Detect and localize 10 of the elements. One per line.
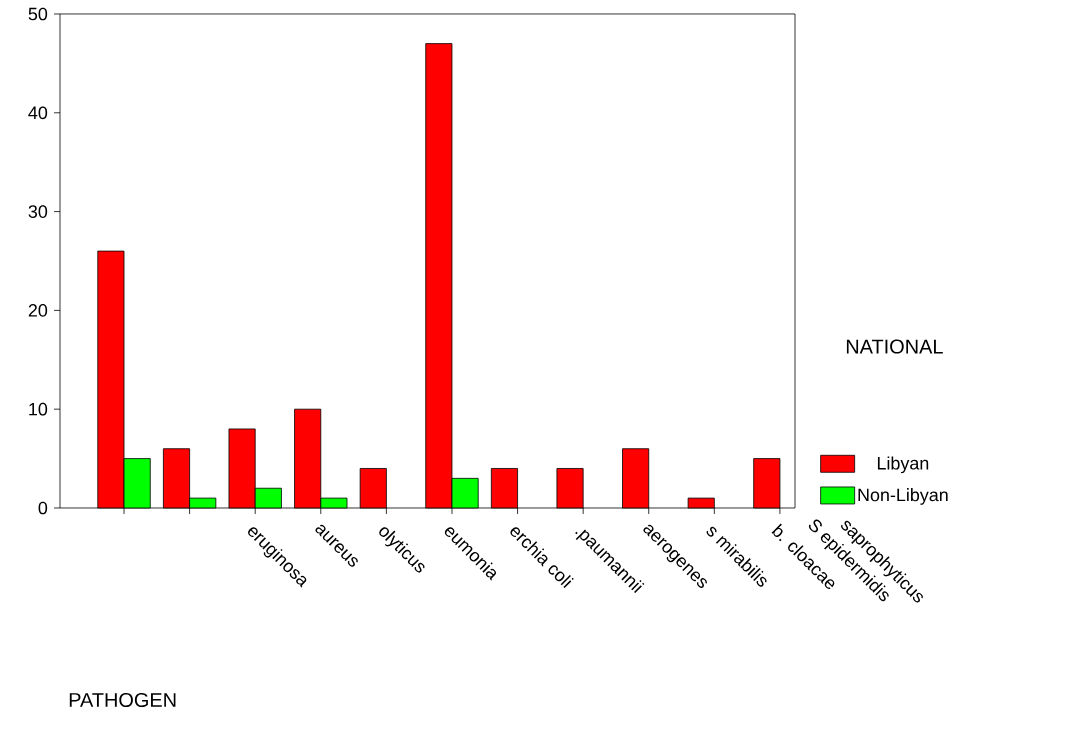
- y-tick-label: 0: [38, 501, 48, 515]
- legend-title: NATIONAL: [846, 339, 943, 354]
- y-tick-label: 40: [28, 106, 48, 120]
- y-tick-label: 30: [28, 205, 48, 218]
- y-tick-label: 50: [28, 7, 48, 21]
- legend-label: Libyan: [877, 456, 929, 474]
- y-tick-label: 10: [29, 402, 48, 416]
- y-tick-label: 20: [28, 304, 48, 317]
- legend-label: Non-Libyan: [858, 488, 948, 505]
- text: PATHOGEN: [69, 692, 176, 708]
